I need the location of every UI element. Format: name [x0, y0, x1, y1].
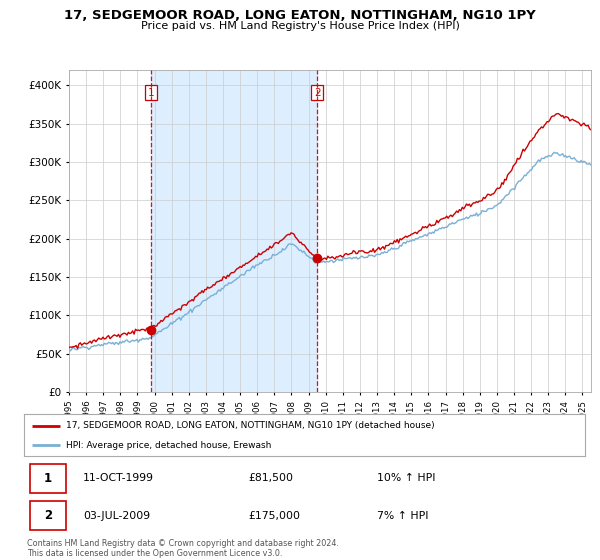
- Text: Contains HM Land Registry data © Crown copyright and database right 2024.
This d: Contains HM Land Registry data © Crown c…: [27, 539, 339, 558]
- Text: 17, SEDGEMOOR ROAD, LONG EATON, NOTTINGHAM, NG10 1PY (detached house): 17, SEDGEMOOR ROAD, LONG EATON, NOTTINGH…: [66, 421, 434, 430]
- Text: 1: 1: [148, 87, 154, 97]
- Bar: [151, 70, 317, 392]
- FancyBboxPatch shape: [29, 501, 66, 530]
- FancyBboxPatch shape: [29, 464, 66, 493]
- Text: 10% ↑ HPI: 10% ↑ HPI: [377, 473, 436, 483]
- Text: £81,500: £81,500: [248, 473, 293, 483]
- Text: 2: 2: [44, 509, 52, 522]
- Text: 17, SEDGEMOOR ROAD, LONG EATON, NOTTINGHAM, NG10 1PY: 17, SEDGEMOOR ROAD, LONG EATON, NOTTINGH…: [64, 9, 536, 22]
- Text: £175,000: £175,000: [248, 511, 301, 521]
- Text: 11-OCT-1999: 11-OCT-1999: [83, 473, 154, 483]
- Text: 03-JUL-2009: 03-JUL-2009: [83, 511, 150, 521]
- Text: Price paid vs. HM Land Registry's House Price Index (HPI): Price paid vs. HM Land Registry's House …: [140, 21, 460, 31]
- Text: 7% ↑ HPI: 7% ↑ HPI: [377, 511, 429, 521]
- Text: 2: 2: [314, 87, 320, 97]
- Text: 1: 1: [44, 472, 52, 485]
- Text: HPI: Average price, detached house, Erewash: HPI: Average price, detached house, Erew…: [66, 441, 271, 450]
